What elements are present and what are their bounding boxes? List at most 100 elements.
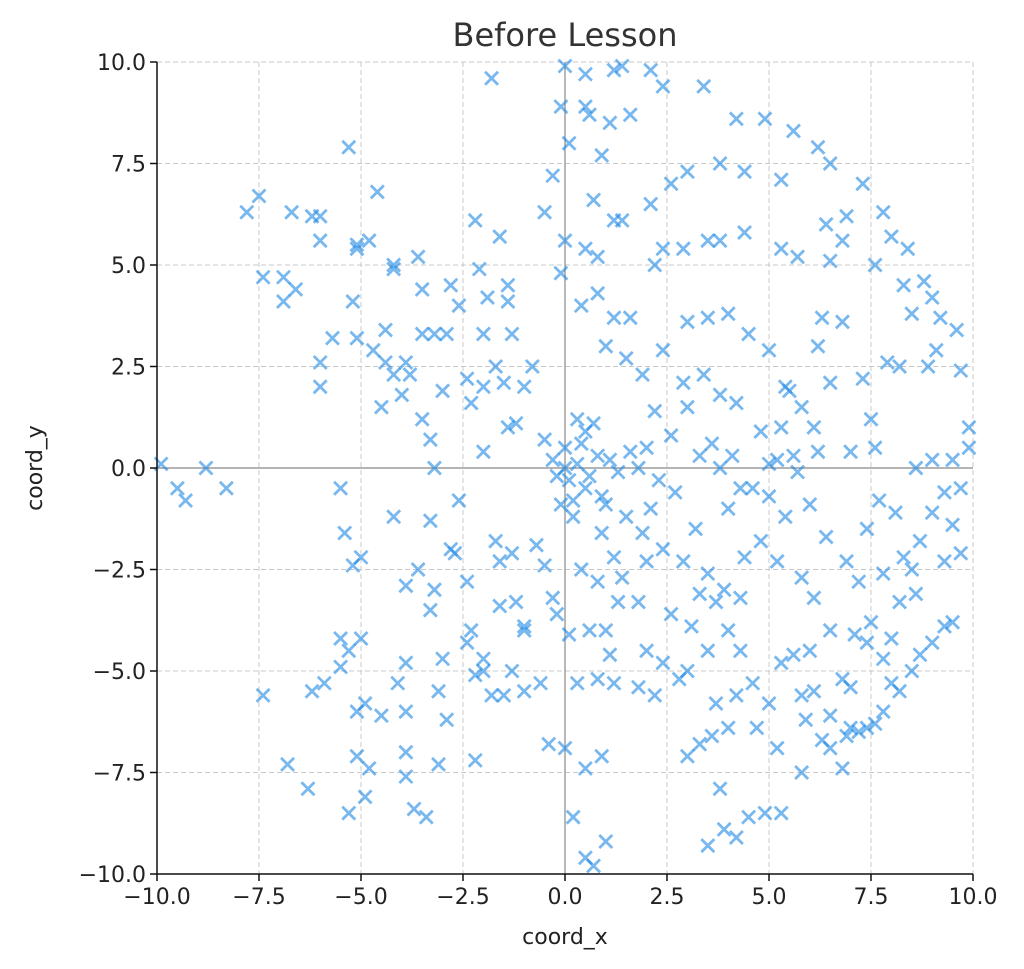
scatter-point	[875, 566, 891, 582]
scatter-point	[577, 241, 593, 257]
scatter-point	[435, 651, 451, 667]
scatter-point	[643, 196, 659, 212]
scatter-point	[377, 322, 393, 338]
scatter-point	[761, 695, 777, 711]
scatter-point	[361, 760, 377, 776]
scatter-point	[671, 671, 687, 687]
scatter-point	[839, 553, 855, 569]
scatter-point	[573, 436, 589, 452]
x-tick-label: 5.0	[752, 885, 787, 910]
scatter-point	[471, 261, 487, 277]
scatter-point	[463, 395, 479, 411]
scatter-point	[720, 306, 736, 322]
scatter-point	[822, 622, 838, 638]
x-tick-label: 10.0	[949, 885, 998, 910]
scatter-point	[304, 683, 320, 699]
scatter-point	[936, 484, 952, 500]
scatter-point	[533, 675, 549, 691]
scatter-point	[700, 310, 716, 326]
scatter-point	[679, 748, 695, 764]
x-tick-label: 2.5	[650, 885, 685, 910]
scatter-point	[822, 708, 838, 724]
scatter-point	[904, 663, 920, 679]
scatter-point	[834, 314, 850, 330]
scatter-point	[818, 529, 834, 545]
scatter-point	[577, 423, 593, 439]
scatter-point	[610, 464, 626, 480]
scatter-point	[239, 204, 255, 220]
scatter-point	[431, 756, 447, 772]
scatter-point	[312, 379, 328, 395]
scatter-point	[945, 452, 961, 468]
scatter-point	[683, 618, 699, 634]
scatter-point	[504, 545, 520, 561]
scatter-point	[549, 468, 565, 484]
scatter-point	[545, 452, 561, 468]
scatter-point	[516, 622, 532, 638]
scatter-point	[822, 375, 838, 391]
x-tick-label: 7.5	[854, 885, 889, 910]
scatter-point	[537, 204, 553, 220]
scatter-point	[459, 635, 475, 651]
scatter-point	[602, 647, 618, 663]
scatter-point	[834, 760, 850, 776]
scatter-point	[569, 675, 585, 691]
scatter-point	[414, 281, 430, 297]
axis-layer: −10.0 −7.5 −5.0 −2.5 0.0 2.5 5.0 7.5 10.0 −10.0 −7…	[79, 51, 998, 910]
scatter-point	[647, 687, 663, 703]
scatter-point	[569, 456, 585, 472]
scatter-point	[398, 744, 414, 760]
scatter-point	[704, 436, 720, 452]
scatter-point	[639, 643, 655, 659]
scatter-point	[728, 395, 744, 411]
scatter-point	[541, 736, 557, 752]
scatter-point	[169, 480, 185, 496]
scatter-point	[610, 594, 626, 610]
scatter-point	[814, 732, 830, 748]
scatter-point	[753, 533, 769, 549]
scatter-point	[398, 655, 414, 671]
y-tick-label: −5.0	[93, 660, 146, 685]
scatter-point	[700, 566, 716, 582]
scatter-point	[475, 651, 491, 667]
scatter-point	[794, 399, 810, 415]
scatter-point	[492, 598, 508, 614]
scatter-point	[896, 549, 912, 565]
scatter-point	[924, 635, 940, 651]
scatter-point	[553, 265, 569, 281]
scatter-point	[839, 208, 855, 224]
scatter-point	[361, 233, 377, 249]
scatter-point	[590, 574, 606, 590]
x-tick-label: 0.0	[548, 885, 583, 910]
scatter-point	[537, 557, 553, 573]
scatter-point	[386, 257, 402, 273]
scatter-point	[479, 289, 495, 305]
scatter-point	[377, 354, 393, 370]
scatter-point	[843, 444, 859, 460]
scatter-point	[822, 156, 838, 171]
scatter-point	[622, 107, 638, 123]
scatter-point	[851, 724, 867, 740]
scatter-point	[606, 549, 622, 565]
scatter-point	[843, 720, 859, 736]
scatter-point	[390, 675, 406, 691]
scatter-point	[581, 107, 597, 123]
scatter-point	[810, 139, 826, 155]
scatter-point	[516, 683, 532, 699]
scatter-point	[757, 111, 773, 127]
scatter-point	[618, 509, 634, 525]
scatter-point	[651, 472, 667, 488]
scatter-point	[333, 480, 349, 496]
scatter-point	[312, 233, 328, 249]
scatter-point	[459, 574, 475, 590]
scatter-point	[655, 342, 671, 358]
scatter-point	[708, 594, 724, 610]
scatter-point	[712, 387, 728, 403]
scatter-point	[431, 683, 447, 699]
scatter-point	[737, 549, 753, 565]
x-tick-label: −10.0	[123, 885, 190, 910]
scatter-point	[577, 99, 593, 115]
scatter-point	[732, 480, 748, 496]
scatter-point	[333, 659, 349, 675]
